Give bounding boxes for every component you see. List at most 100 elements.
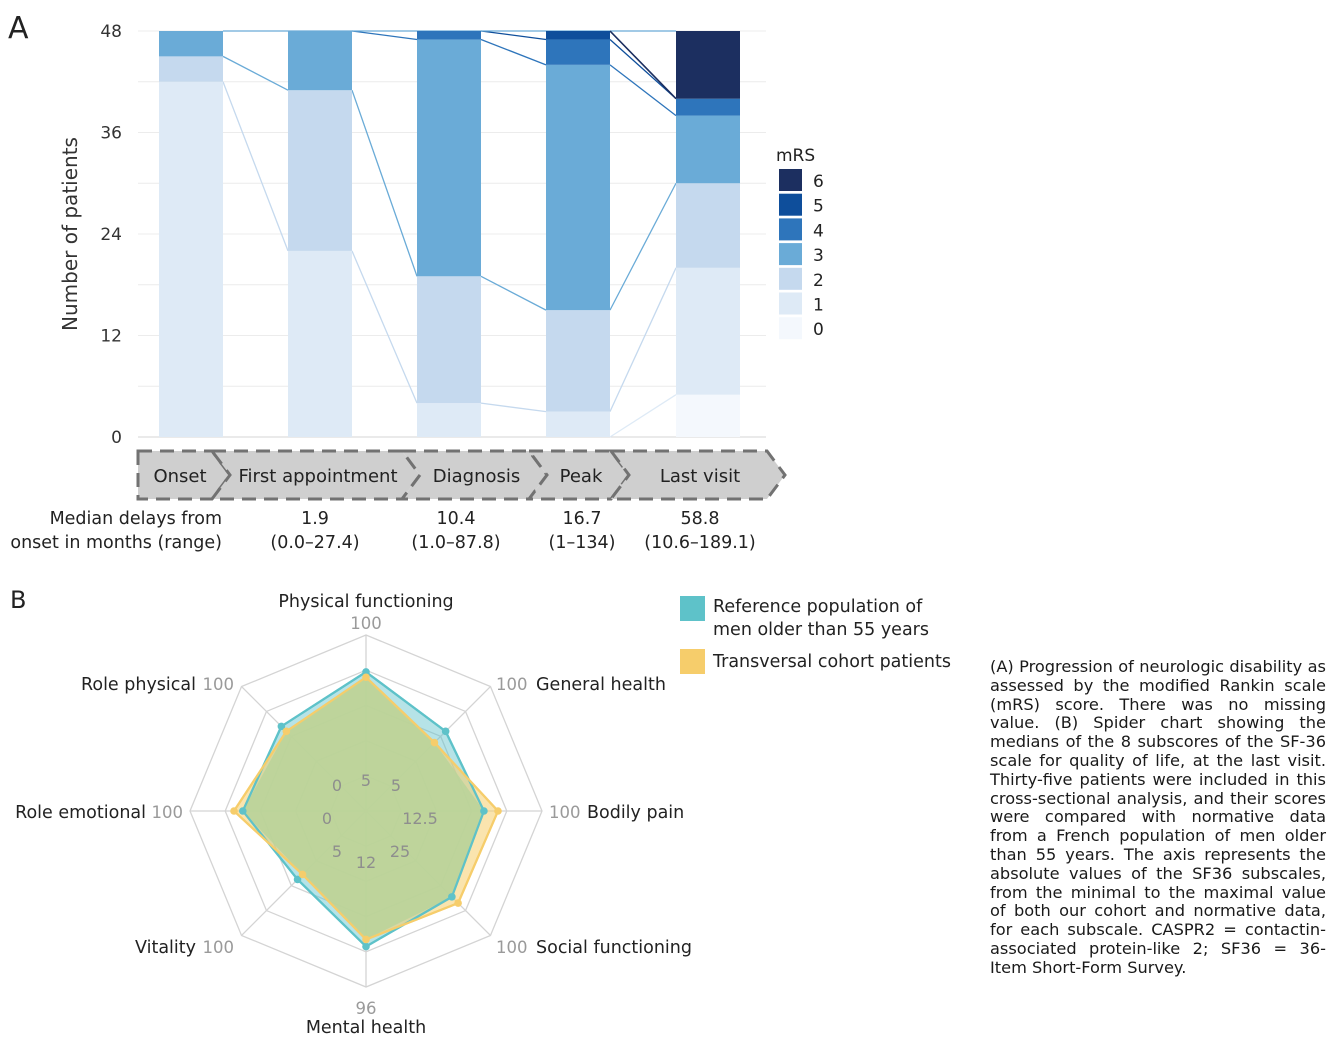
figure-caption: (A) Progression of neurologic disability… [990,657,1326,977]
radar-axis-min-label: 5 [361,771,371,790]
bar-segment-mrs-6 [676,31,740,99]
radar-points [230,668,502,951]
delay-median: 58.8 [681,509,720,529]
radar-axis-name: Mental health [306,1018,426,1037]
radar-point [430,738,439,747]
flow-line [222,55,289,91]
radar-axis-name: Social functioning [536,938,692,958]
radar-point [282,727,291,736]
legend-swatch-mrs-3 [779,243,802,266]
radar-point [362,668,370,676]
radar-axis-max-label: 100 [549,803,581,822]
panel-b-label: B [10,586,26,614]
bar-segment-mrs-0 [676,394,740,437]
panel-a-label: A [8,11,29,46]
radar-point [239,807,247,815]
radar-axis-max-label: 100 [203,675,235,694]
radar-point [298,870,307,879]
radar-chart-panel-b: Physical functioning 100 General health 100… [15,592,951,1037]
legend-swatch-mrs-1 [779,292,802,315]
radar-axis-min-label: 5 [391,776,401,795]
bar-segment-mrs-1 [159,81,223,437]
radar-axis-name: Role emotional [15,803,146,823]
flow-line [351,250,418,404]
legend-swatch-mrs-4 [779,218,802,241]
radar-axis-name: General health [536,675,666,695]
bar-segment-mrs-2 [546,310,610,412]
radar-axis-max-label: 100 [203,938,235,957]
legend-label-reference-line2: men older than 55 years [713,620,929,640]
delay-range: (10.6–189.1) [644,533,755,553]
bar-segment-mrs-4 [676,98,740,116]
bar-segment-mrs-2 [159,56,223,82]
y-tick-labels: 0 12 24 36 48 [100,22,122,448]
y-tick-label: 48 [100,22,122,42]
radar-point [441,727,450,736]
flow-line [609,38,677,100]
radar-point [448,893,456,901]
bar-segment-mrs-3 [417,39,481,277]
timeline: Onset First appointment Diagnosis Peak Last … [136,449,787,501]
delay-range: (1.0–87.8) [411,533,500,553]
bar-segment-mrs-1 [288,250,352,437]
radar-point [362,942,370,951]
legend-label-mrs-4: 4 [813,221,824,241]
radar-axis-min-label: 0 [332,776,342,795]
legend-title: mRS [776,146,815,166]
radar-axis-max-label: 100 [152,803,184,822]
legend-label-mrs-3: 3 [813,246,824,266]
legend-label-mrs-6: 6 [813,172,824,192]
bar-segment-mrs-2 [288,90,352,251]
median-delays: Median delays from onset in months (rang… [10,509,755,553]
radar-axis-max-label: 100 [496,675,528,694]
flow-line [609,267,677,412]
flow-line [609,64,677,117]
y-tick-label: 0 [111,428,122,448]
flow-line [609,30,677,100]
flow-lines [222,30,677,438]
radar-point [362,673,370,682]
timeline-stage-label: Onset [153,466,206,487]
legend-swatch-mrs-6 [779,169,802,191]
flow-line [351,89,418,277]
radar-axis-max-label: 96 [356,999,377,1018]
bar-segment-mrs-1 [417,403,481,437]
legend-label-mrs-2: 2 [813,271,824,291]
bar-segment-mrs-4 [546,39,610,65]
radar-point [362,935,370,944]
delay-range: (0.0–27.4) [270,533,359,553]
delay-median: 1.9 [301,509,329,529]
radar-axis-name: Bodily pain [587,803,684,823]
radar-axis-name: Vitality [135,938,196,958]
bars [159,31,740,437]
legend-swatch-mrs-2 [779,267,802,290]
radar-point [494,807,502,815]
radar-axis-min-label: 5 [332,842,342,861]
timeline-stage-label: Diagnosis [433,466,521,487]
y-tick-label: 12 [100,327,122,347]
flow-line [480,402,547,413]
flow-line [480,30,547,41]
delay-header-line1: Median delays from [50,509,222,529]
flow-line [222,81,289,252]
radar-axis-max-label: 100 [350,614,382,633]
radar-axis-min-label: 0 [322,809,332,828]
radar-point [277,722,286,731]
bar-segment-mrs-1 [676,267,740,395]
delay-range: (1–134) [549,533,616,553]
bar-segment-mrs-5 [546,31,610,40]
radar-axis-name: Role physical [81,675,196,695]
legend-swatch-mrs-0 [779,317,802,340]
legend-label-mrs-5: 5 [813,197,824,217]
delay-median: 16.7 [563,509,602,529]
flow-line [609,394,677,438]
delay-median: 10.4 [437,509,476,529]
bar-segment-mrs-2 [417,276,481,404]
legend-label-cohort: Transversal cohort patients [712,652,951,672]
bar-segment-mrs-4 [417,31,481,40]
legend-swatch-cohort [680,649,705,674]
bar-segment-mrs-3 [288,31,352,91]
radar-axis-min-label: 12 [356,853,376,872]
flow-line [609,182,677,311]
